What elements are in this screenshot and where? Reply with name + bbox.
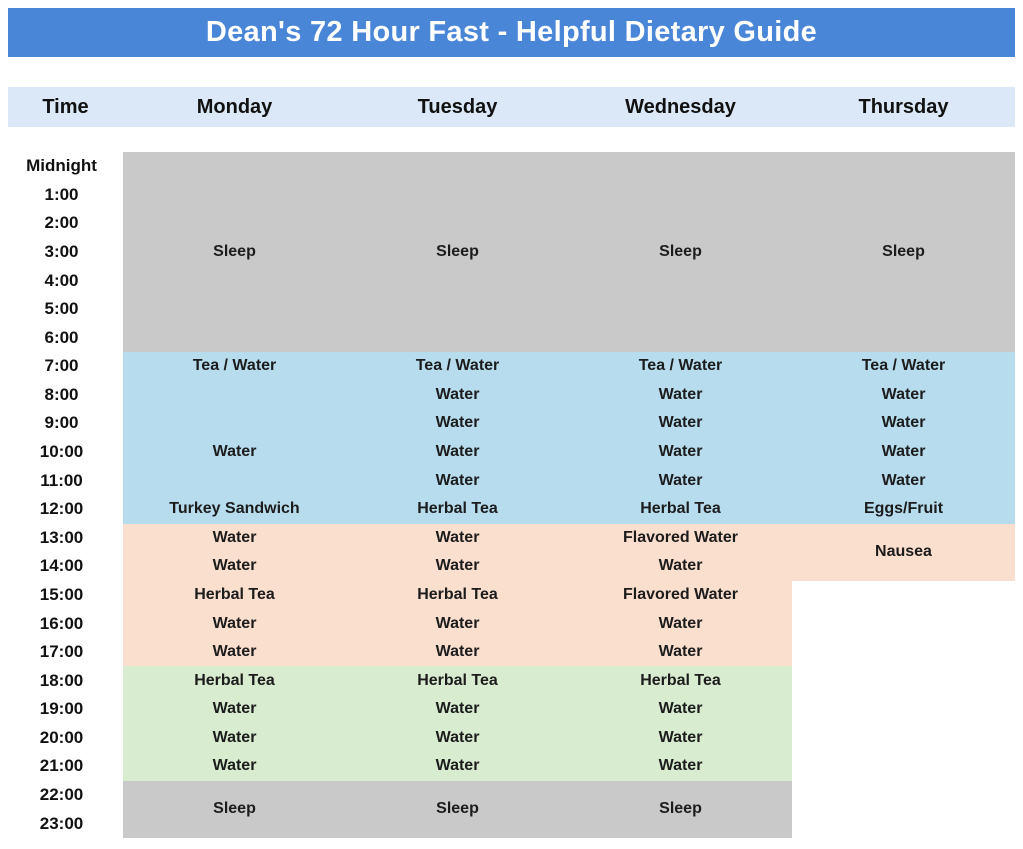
cell-thursday-row13: Nausea <box>792 523 1015 581</box>
time-label-12-00: 12:00 <box>39 499 84 519</box>
cell-monday-row11 <box>123 466 346 495</box>
cell-monday-row15: Herbal Tea <box>123 580 346 610</box>
time-label-9-00: 9:00 <box>44 413 79 433</box>
cell-wednesday-row7: Tea / Water <box>569 352 792 381</box>
time-label-8-00: 8:00 <box>44 384 79 404</box>
cell-monday-row20: Water <box>123 723 346 753</box>
time-label-13-00: 13:00 <box>39 527 84 547</box>
cell-wednesday-row13: Flavored Water <box>569 523 792 553</box>
column-header-monday: Monday <box>196 95 273 118</box>
cell-wednesday-row8: Water <box>569 380 792 410</box>
time-label-7-00: 7:00 <box>44 356 79 376</box>
cell-tuesday-row19: Water <box>346 694 569 724</box>
cell-wednesday-row21: Water <box>569 752 792 781</box>
time-label-14-00: 14:00 <box>39 556 84 576</box>
time-label-17-00: 17:00 <box>39 642 84 662</box>
cell-tuesday-row14: Water <box>346 552 569 581</box>
cell-wednesday-row16: Water <box>569 609 792 638</box>
cell-monday-row14: Water <box>123 552 346 581</box>
cell-monday-row19: Water <box>123 694 346 724</box>
time-label-3-00: 3:00 <box>44 242 79 262</box>
cell-tuesday-row18: Herbal Tea <box>346 666 569 695</box>
cell-monday-row7: Tea / Water <box>123 352 346 381</box>
cell-thursday-row11: Water <box>792 466 1015 495</box>
column-header-tuesday: Tuesday <box>417 95 498 118</box>
column-header-wednesday: Wednesday <box>625 95 736 118</box>
cell-thursday-row12: Eggs/Fruit <box>792 494 1015 524</box>
time-label-5-00: 5:00 <box>44 299 79 319</box>
cell-tuesday-row17: Water <box>346 637 569 667</box>
cell-wednesday-row15: Flavored Water <box>569 580 792 610</box>
cell-thursday-row0: Sleep <box>792 152 1015 353</box>
cell-wednesday-row22: Sleep <box>569 780 792 838</box>
time-label-11-00: 11:00 <box>40 470 83 490</box>
cell-monday-row22: Sleep <box>123 780 346 838</box>
cell-monday-row16: Water <box>123 609 346 638</box>
cell-monday-row17: Water <box>123 637 346 667</box>
cell-thursday-row8: Water <box>792 380 1015 410</box>
cell-monday-row18: Herbal Tea <box>123 666 346 695</box>
cell-wednesday-row11: Water <box>569 466 792 495</box>
time-label-20-00: 20:00 <box>39 727 84 747</box>
cell-tuesday-row16: Water <box>346 609 569 638</box>
table-header-row: Time Monday Tuesday Wednesday Thursday <box>8 87 1015 127</box>
cell-thursday-row7: Tea / Water <box>792 352 1015 381</box>
cell-wednesday-row10: Water <box>569 437 792 467</box>
cell-wednesday-row18: Herbal Tea <box>569 666 792 695</box>
cell-wednesday-row9: Water <box>569 409 792 438</box>
title-banner: Dean's 72 Hour Fast - Helpful Dietary Gu… <box>8 8 1015 57</box>
cell-wednesday-row19: Water <box>569 694 792 724</box>
cell-wednesday-row14: Water <box>569 552 792 581</box>
time-label-4-00: 4:00 <box>44 270 79 290</box>
cell-tuesday-row9: Water <box>346 409 569 438</box>
cell-tuesday-row8: Water <box>346 380 569 410</box>
cell-tuesday-row12: Herbal Tea <box>346 494 569 524</box>
cell-tuesday-row20: Water <box>346 723 569 753</box>
time-label-6-00: 6:00 <box>44 327 79 347</box>
cell-tuesday-row13: Water <box>346 523 569 553</box>
time-label-23-00: 23:00 <box>39 813 84 833</box>
schedule-table: Midnight 1:00 2:00 3:00 4:00 5:00 6:00 7:00 8:00… <box>0 152 1015 838</box>
cell-wednesday-row17: Water <box>569 637 792 667</box>
cell-tuesday-row15: Herbal Tea <box>346 580 569 610</box>
time-label-22-00: 22:00 <box>39 785 84 804</box>
cell-tuesday-row0: Sleep <box>346 152 569 353</box>
cell-monday-row9 <box>123 409 346 438</box>
time-label-10-00: 10:00 <box>39 442 84 462</box>
column-header-thursday: Thursday <box>858 95 949 118</box>
time-label-18-00: 18:00 <box>39 670 84 690</box>
time-label-1-00: 1:00 <box>44 184 79 204</box>
time-label-19-00: 19:00 <box>39 699 84 719</box>
cell-monday-row0: Sleep <box>123 152 346 353</box>
time-label-16-00: 16:00 <box>39 613 84 633</box>
time-label-midnight: Midnight <box>26 156 97 176</box>
cell-thursday-row9: Water <box>792 409 1015 438</box>
cell-tuesday-row10: Water <box>346 437 569 467</box>
cell-monday-row21: Water <box>123 752 346 781</box>
cell-wednesday-row12: Herbal Tea <box>569 494 792 524</box>
time-label-21-00: 21:00 <box>39 756 84 776</box>
time-label-15-00: 15:00 <box>39 584 84 604</box>
cell-tuesday-row7: Tea / Water <box>346 352 569 381</box>
cell-tuesday-row21: Water <box>346 752 569 781</box>
cell-wednesday-row20: Water <box>569 723 792 753</box>
cell-monday-row8 <box>123 380 346 410</box>
time-label-2-00: 2:00 <box>44 213 79 233</box>
cell-monday-row10: Water <box>123 437 346 467</box>
cell-tuesday-row11: Water <box>346 466 569 495</box>
cell-monday-row13: Water <box>123 523 346 553</box>
cell-tuesday-row22: Sleep <box>346 780 569 838</box>
cell-monday-row12: Turkey Sandwich <box>123 494 346 524</box>
cell-wednesday-row0: Sleep <box>569 152 792 353</box>
page-title: Dean's 72 Hour Fast - Helpful Dietary Gu… <box>205 16 818 48</box>
column-header-time: Time <box>42 95 89 118</box>
cell-thursday-row10: Water <box>792 437 1015 467</box>
